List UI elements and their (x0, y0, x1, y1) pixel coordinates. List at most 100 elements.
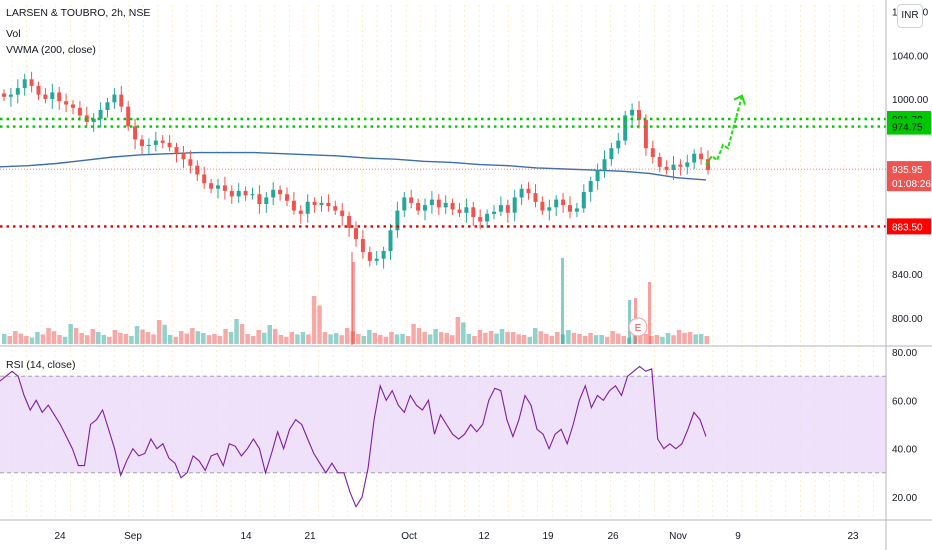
volume-bar (129, 336, 134, 344)
earnings-icon[interactable] (628, 317, 648, 337)
candle-body (685, 162, 690, 167)
candle-body (29, 79, 34, 86)
candle-body (312, 201, 317, 206)
candle-body (547, 207, 552, 211)
forecast-arrow (705, 94, 746, 166)
volume-bar (367, 330, 372, 344)
volume-bar (217, 336, 223, 344)
volume-bar (533, 328, 538, 344)
volume-bar (378, 335, 383, 344)
price-levels (0, 117, 886, 228)
volume-bar (284, 336, 289, 344)
price-label-text: 974.75 (892, 123, 923, 134)
candle-body (595, 170, 600, 181)
candle-body (333, 206, 338, 211)
volume-bar (704, 336, 709, 344)
candle-body (264, 197, 269, 204)
candle-body (623, 115, 628, 141)
volume-bar (510, 332, 516, 344)
volume-bar (118, 332, 123, 344)
volume-bar (96, 332, 101, 344)
rsi-legend: RSI (14, close) (6, 359, 76, 371)
volume-bar (289, 332, 295, 344)
volume-bar (311, 296, 317, 344)
candle-body (630, 109, 635, 116)
time-tick-label: Nov (669, 531, 687, 542)
candle-body (340, 210, 345, 217)
volume-bar (682, 332, 687, 344)
volume-bar (483, 332, 488, 344)
volume-bar (18, 333, 24, 344)
volume-bars (2, 258, 709, 344)
volume-bar (394, 334, 400, 344)
candle-body (381, 251, 386, 259)
currency-button[interactable]: INR (897, 4, 923, 28)
rsi-tick-label: 40.00 (892, 445, 917, 456)
volume-bar (405, 336, 411, 344)
volume-bar (228, 332, 234, 344)
volume-bar (295, 334, 300, 344)
candle-body (492, 211, 496, 214)
volume-bar (466, 334, 472, 344)
volume-bar (628, 300, 631, 344)
candle-body (436, 199, 441, 208)
candle-body (554, 199, 559, 208)
volume-bar (29, 337, 35, 344)
volume-bar (134, 326, 140, 344)
candle-body (153, 140, 158, 145)
volume-bar (212, 334, 217, 344)
volume-bar (422, 332, 427, 344)
candle-body (126, 106, 131, 127)
vol-legend: Vol (6, 28, 21, 40)
candle-body (140, 139, 144, 147)
candle-body (533, 193, 538, 202)
volume-bar (239, 324, 245, 344)
candle-body (505, 205, 510, 213)
candle-body (699, 153, 704, 160)
volume-bar (7, 336, 12, 344)
price-label-box (887, 175, 931, 192)
candles (2, 71, 710, 345)
volume-bar (13, 331, 18, 344)
candle-body (512, 197, 517, 213)
candle-body (457, 209, 462, 213)
volume-bar (400, 334, 405, 344)
grid-layer (0, 5, 932, 520)
volume-bar (273, 328, 278, 344)
candle-body (471, 207, 476, 218)
volume-bar (494, 333, 499, 344)
volume-bar (521, 335, 527, 344)
volume-bar (505, 332, 510, 344)
volume-bar (256, 330, 261, 344)
candle-body (568, 205, 572, 212)
candle-body (278, 189, 283, 195)
volume-bar (333, 333, 339, 344)
candle-body (671, 164, 676, 171)
time-tick-label: 9 (735, 531, 741, 542)
vwma-legend: VWMA (200, close) (6, 44, 96, 56)
candle-body (360, 239, 365, 253)
price-tick-label: 1000.00 (892, 95, 929, 106)
candle-body (305, 201, 310, 214)
volume-bar (604, 336, 610, 344)
candle-body (15, 88, 20, 95)
volume-bar (101, 335, 107, 344)
volume-bar (549, 336, 555, 344)
earnings-marker[interactable]: E (628, 317, 648, 337)
candle-body (291, 200, 296, 211)
time-tick-label: Sep (124, 531, 142, 542)
candle-body (347, 216, 352, 228)
volume-bar (660, 336, 665, 344)
candle-body (602, 159, 607, 171)
candle-body (22, 79, 27, 89)
price-label-text: 883.50 (892, 222, 923, 233)
volume-bar (450, 335, 455, 344)
rsi-tick-label: 80.00 (892, 348, 917, 359)
volume-bar (648, 282, 651, 344)
volume-bar (527, 336, 532, 344)
candle-body (91, 118, 96, 122)
candle-body (416, 202, 421, 211)
volume-bar (698, 334, 704, 344)
